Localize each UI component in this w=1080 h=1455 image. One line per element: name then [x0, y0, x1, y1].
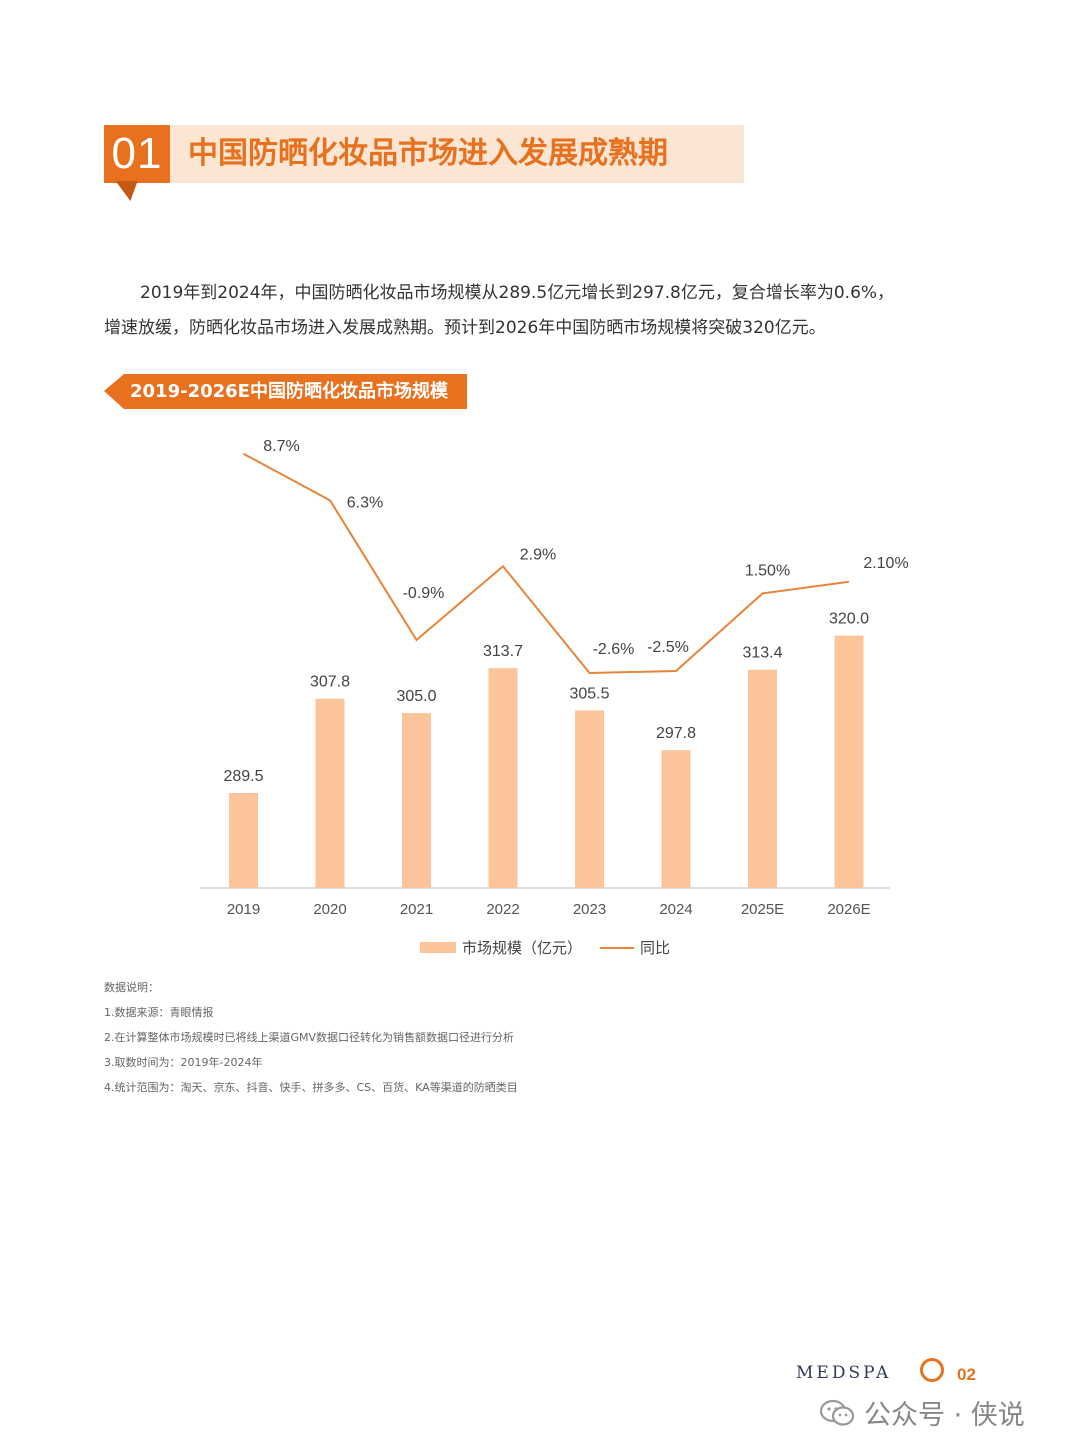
wechat-watermark: 公众号 · 侠说 — [820, 1393, 1025, 1432]
bar-value-label: 289.5 — [223, 768, 263, 785]
bar-value-label: 320.0 — [829, 611, 869, 628]
legend-line-swatch — [600, 946, 635, 949]
legend-bar-swatch — [420, 942, 456, 953]
x-tick-label: 2026E — [827, 901, 870, 918]
x-tick-label: 2024 — [659, 901, 692, 918]
yoy-value-label: -2.6% — [593, 641, 635, 658]
x-tick-label: 2020 — [313, 901, 346, 918]
bar-value-label: 305.5 — [569, 685, 609, 702]
yoy-value-label: 8.7% — [263, 438, 299, 455]
chart-tag-label: 2019-2026E中国防晒化妆品市场规模 — [130, 381, 448, 402]
bar-value-label: 313.7 — [483, 643, 523, 660]
qingyan-logo-icon — [920, 1358, 944, 1382]
chart-tag: 2019-2026E中国防晒化妆品市场规模 — [104, 374, 467, 409]
bar-2025E — [748, 669, 777, 888]
intro-line-1: 2019年到2024年，中国防晒化妆品市场规模从289.5亿元增长到297.8亿… — [140, 283, 895, 303]
x-tick-label: 2019 — [227, 901, 260, 918]
intro-paragraph: 2019年到2024年，中国防晒化妆品市场规模从289.5亿元增长到297.8亿… — [104, 276, 984, 346]
bar-2023 — [575, 710, 604, 888]
x-tick-label: 2025E — [741, 901, 784, 918]
watermark-text: 公众号 · 侠说 — [864, 1400, 1025, 1431]
yoy-value-label: -2.5% — [647, 639, 689, 656]
note-item: 2.在计算整体市场规模时已将线上渠道GMV数据口径转化为销售额数据口径进行分析 — [104, 1031, 515, 1044]
footer-brand: MEDSPA — [796, 1363, 892, 1383]
legend-bar-label: 市场规模（亿元） — [462, 939, 583, 957]
bar-value-label: 313.4 — [742, 645, 782, 662]
chart-legend: 市场规模（亿元） 同比 — [420, 937, 670, 958]
yoy-value-label: 1.50% — [745, 562, 790, 579]
yoy-value-label: 2.10% — [863, 555, 908, 572]
yoy-value-label: -0.9% — [403, 585, 445, 602]
bar-value-label: 297.8 — [656, 725, 696, 742]
note-item: 1.数据来源：青眼情报 — [104, 1006, 214, 1019]
market-size-chart: 289.5 2019 307.8 2020 305.0 2021 313.7 2022 305.… — [200, 438, 909, 918]
yoy-line — [243, 452, 850, 674]
data-notes: 数据说明： 1.数据来源：青眼情报 2.在计算整体市场规模时已将线上渠道GMV数… — [104, 975, 518, 1100]
x-tick-label: 2023 — [573, 901, 606, 918]
notes-heading: 数据说明： — [104, 981, 159, 994]
bar-value-label: 307.8 — [310, 674, 350, 691]
note-item: 4.统计范围为：淘天、京东、抖音、快手、拼多多、CS、百货、KA等渠道的防晒类目 — [104, 1081, 518, 1094]
yoy-value-label: 2.9% — [520, 546, 556, 563]
section-title: 中国防晒化妆品市场进入发展成熟期 — [188, 136, 668, 171]
page-number: 02 — [957, 1365, 976, 1384]
yoy-value-label: 6.3% — [347, 494, 383, 511]
bar-value-label: 305.0 — [396, 688, 436, 705]
bar-2021 — [402, 713, 431, 888]
wechat-icon — [820, 1399, 854, 1426]
legend-line-label: 同比 — [640, 939, 671, 957]
bar-2024 — [661, 750, 691, 888]
note-item: 3.取数时间为：2019年-2024年 — [104, 1056, 263, 1069]
bar-2022 — [488, 668, 518, 888]
bar-2020 — [315, 698, 345, 888]
section-number: 01 — [104, 125, 170, 183]
chart-tag-background — [104, 374, 467, 409]
section-number-tail — [108, 181, 138, 201]
bar-2026E — [834, 635, 864, 888]
x-tick-label: 2021 — [400, 901, 433, 918]
intro-line-2: 增速放缓，防晒化妆品市场进入发展成熟期。预计到2026年中国防晒市场规模将突破3… — [104, 318, 826, 338]
bar-2019 — [229, 793, 258, 888]
x-tick-label: 2022 — [486, 901, 519, 918]
section-header: 01 中国防晒化妆品市场进入发展成熟期 — [104, 125, 744, 201]
